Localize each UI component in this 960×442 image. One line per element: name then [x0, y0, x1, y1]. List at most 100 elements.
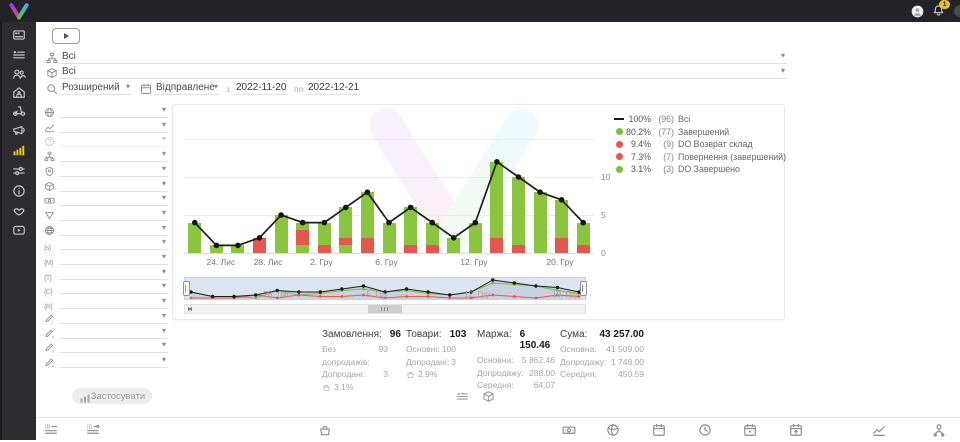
sidebar-list-icon[interactable]	[12, 48, 26, 62]
notifications-bell-icon[interactable]: 1	[932, 0, 950, 18]
panel-filter-select-16[interactable]	[60, 339, 168, 354]
bar-18[interactable]	[576, 222, 590, 253]
toolbar-area-chart-icon[interactable]	[872, 423, 886, 437]
panel-filter-row-11: {T}	[36, 266, 168, 282]
scrollbar-grip[interactable]	[368, 305, 402, 313]
sidebar-scooter-icon[interactable]	[12, 103, 26, 117]
toolbar-banknote-icon[interactable]	[562, 423, 576, 437]
panel-filter-select-10[interactable]	[60, 251, 168, 265]
run-report-button[interactable]	[52, 28, 80, 44]
toolbar-person-network-icon[interactable]	[932, 423, 946, 437]
brand-logo-icon[interactable]	[8, 3, 30, 25]
bar-2[interactable]	[231, 245, 245, 253]
legend-item-1[interactable]: 80.2% (77) Завершений	[613, 126, 781, 139]
sidebar-play-box-icon[interactable]	[12, 223, 26, 237]
navigator-right-handle[interactable]	[580, 281, 587, 296]
panel-filter-select-14[interactable]	[60, 310, 168, 324]
view-toggle-list-icon[interactable]	[456, 390, 469, 403]
panel-filter-select-8[interactable]	[60, 222, 168, 236]
panel-filter-select-3[interactable]	[60, 148, 168, 163]
chevron-down-icon	[781, 51, 785, 60]
toolbar-basket-icon[interactable]	[318, 423, 332, 437]
bar-4[interactable]	[274, 215, 288, 253]
panel-filter-select-6[interactable]	[60, 192, 168, 207]
toolbar-calendar-icon[interactable]	[652, 423, 666, 437]
bar-17[interactable]	[555, 199, 569, 253]
panel-filter-select-15[interactable]	[60, 325, 168, 339]
toolbar-calendar-day-icon[interactable]	[743, 423, 757, 437]
sidebar-bar-chart-icon[interactable]	[12, 143, 26, 157]
sidebar-card-icon[interactable]	[12, 28, 26, 42]
pencil-1-icon: 1	[44, 311, 56, 324]
avatar-partial[interactable]	[954, 5, 960, 17]
legend-item-3[interactable]: 7.3% (7) Повернення (завершений)	[613, 151, 786, 164]
date-to-field[interactable]: 2022-12-21	[306, 81, 360, 95]
sidebar-megaphone-icon[interactable]	[12, 123, 26, 137]
panel-filter-select-7[interactable]	[60, 207, 168, 221]
bar-5[interactable]	[296, 222, 310, 253]
bar-13[interactable]	[468, 222, 482, 253]
panel-filter-select-12[interactable]	[60, 280, 168, 295]
bar-7[interactable]	[339, 207, 353, 253]
globe-icon	[44, 105, 56, 117]
date-type-select[interactable]: Відправлене	[154, 81, 220, 95]
view-toggle-package-icon[interactable]	[482, 390, 495, 403]
bar-10[interactable]	[404, 207, 418, 253]
panel-filter-select-4[interactable]	[60, 163, 168, 177]
toolbar-id-list-icon[interactable]: ID	[44, 423, 58, 437]
panel-filter-select-9[interactable]	[60, 236, 168, 251]
toolbar-sphere-icon[interactable]	[606, 423, 620, 437]
toolbar-clock-icon[interactable]	[698, 423, 712, 437]
legend-item-4[interactable]: 3.1% (3) DO Завершено	[613, 163, 781, 176]
bar-9[interactable]	[382, 222, 396, 253]
bar-14[interactable]	[490, 161, 504, 253]
sidebar-handshake-icon[interactable]	[12, 204, 26, 218]
toolbar-id-status-icon[interactable]: ID	[86, 423, 100, 437]
panel-filter-select-5[interactable]	[60, 178, 168, 192]
panel-filter-select-2[interactable]	[60, 133, 168, 148]
bar-16[interactable]	[533, 192, 547, 253]
sidebar-users-icon[interactable]	[12, 67, 26, 81]
panel-filter-row-10: {M}	[36, 251, 168, 267]
date-from-value: 2022-11-20	[236, 82, 287, 93]
chevron-down-icon	[162, 134, 166, 143]
toolbar-calendar-export-icon[interactable]	[789, 423, 803, 437]
stat-subrow: Середня: 450.59	[560, 369, 644, 379]
panel-filter-select-11[interactable]	[60, 266, 168, 280]
status-filter-select[interactable]: Всі	[60, 50, 787, 64]
apply-button[interactable]: Застосувати	[72, 388, 152, 404]
bar-1[interactable]	[209, 245, 223, 253]
chevron-down-icon	[162, 355, 166, 364]
bar-12[interactable]	[447, 237, 461, 253]
bar-0[interactable]	[188, 222, 202, 253]
scroll-right-arrow[interactable]	[185, 305, 195, 313]
date-to-label: по	[294, 84, 304, 94]
sidebar-info-icon[interactable]	[12, 184, 26, 198]
chevron-down-icon	[162, 252, 166, 261]
product-filter-select[interactable]: Всі	[60, 65, 787, 79]
avatar[interactable]	[911, 5, 924, 18]
panel-filter-select-17[interactable]	[60, 354, 168, 368]
panel-filter-row-0	[36, 104, 168, 118]
chart-plot-area	[184, 108, 594, 254]
bar-6[interactable]	[317, 222, 331, 253]
legend-item-2[interactable]: 9.4% (9) DO Возврат склад	[613, 138, 781, 151]
search-mode-select[interactable]: Розширений	[60, 81, 132, 95]
bar-8[interactable]	[360, 192, 374, 253]
bar-15[interactable]	[512, 177, 525, 253]
panel-filter-row-4	[36, 163, 168, 177]
panel-filter-row-2	[36, 133, 168, 148]
legend-item-0[interactable]: 100% (96) Всі	[613, 113, 781, 126]
package-icon	[46, 66, 58, 78]
sidebar-sliders-icon[interactable]	[12, 164, 26, 178]
navigator-left-handle[interactable]	[183, 281, 190, 296]
panel-filter-select-1[interactable]	[60, 119, 168, 133]
bar-3[interactable]	[253, 237, 266, 253]
sidebar-home-icon[interactable]	[12, 85, 26, 99]
panel-filter-select-0[interactable]	[60, 104, 168, 118]
panel-filter-row-5	[36, 178, 168, 192]
panel-filter-select-13[interactable]	[60, 295, 168, 310]
bar-11[interactable]	[425, 222, 439, 253]
date-from-field[interactable]: 2022-11-20	[234, 81, 288, 95]
stat-subrow: Допродажу: 1 748.00	[560, 356, 644, 367]
